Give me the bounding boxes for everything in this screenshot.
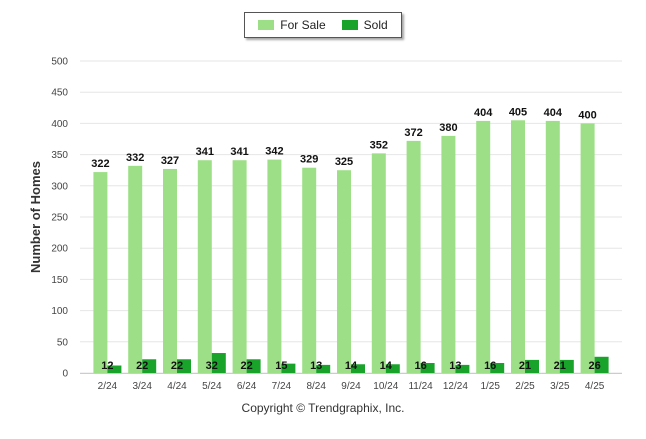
data-label-for-sale: 341 (196, 146, 214, 158)
x-tick-label: 7/24 (272, 381, 292, 392)
bar-sold (177, 359, 191, 373)
x-tick-label: 11/24 (408, 381, 433, 392)
data-label-sold: 13 (310, 360, 322, 372)
bar-for-sale (267, 159, 282, 373)
legend-swatch-sold (341, 20, 358, 30)
y-axis-title: Number of Homes (28, 161, 43, 273)
data-label-for-sale: 329 (300, 154, 318, 166)
y-tick-label: 500 (51, 57, 68, 68)
y-tick-label: 150 (51, 275, 68, 286)
data-label-for-sale: 332 (126, 152, 144, 164)
bar-for-sale (337, 170, 351, 373)
y-tick-label: 250 (51, 213, 68, 224)
x-tick-label: 1/25 (480, 381, 500, 392)
bar-sold (420, 363, 435, 373)
data-label-sold: 12 (101, 360, 113, 372)
x-tick-label: 10/24 (373, 381, 398, 392)
bar-sold (107, 365, 122, 373)
bar-sold (211, 353, 226, 373)
bar-sold (525, 359, 539, 373)
x-tick-label: 12/24 (443, 381, 468, 392)
data-label-sold: 13 (449, 360, 461, 372)
data-label-sold: 16 (414, 360, 426, 372)
data-label-sold: 22 (171, 360, 183, 372)
data-label-sold: 14 (345, 360, 358, 372)
data-label-sold: 21 (554, 360, 566, 372)
bar-sold (455, 364, 470, 373)
bar-sold (490, 363, 505, 373)
data-label-for-sale: 342 (265, 146, 283, 158)
data-label-for-sale: 372 (404, 127, 422, 139)
bar-for-sale (371, 153, 386, 373)
data-label-sold: 22 (240, 360, 252, 372)
y-tick-label: 300 (51, 181, 68, 192)
bar-for-sale (476, 120, 491, 374)
bar-sold (246, 359, 261, 373)
x-tick-label: 3/25 (550, 381, 570, 392)
x-tick-label: 2/25 (515, 381, 535, 392)
bar-for-sale (545, 120, 560, 374)
data-label-for-sale: 352 (370, 139, 388, 151)
data-label-sold: 32 (206, 360, 218, 372)
data-label-for-sale: 327 (161, 155, 179, 167)
bar-for-sale (441, 135, 456, 373)
y-tick-label: 100 (51, 306, 68, 317)
bar-for-sale (93, 172, 108, 373)
y-tick-label: 350 (51, 150, 68, 161)
data-label-for-sale: 404 (474, 107, 493, 119)
x-tick-label: 6/24 (237, 381, 257, 392)
data-label-for-sale: 325 (335, 156, 353, 168)
bar-sold (559, 359, 574, 373)
legend-label-for-sale: For Sale (280, 18, 326, 32)
bar-for-sale (197, 160, 212, 373)
y-tick-label: 200 (51, 244, 68, 255)
data-label-for-sale: 380 (439, 122, 457, 134)
copyright-text: Copyright © Trendgraphix, Inc. (241, 401, 405, 415)
data-label-sold: 15 (275, 360, 287, 372)
legend-swatch-for-sale (258, 20, 275, 30)
y-tick-label: 400 (51, 119, 68, 130)
data-label-sold: 14 (380, 360, 393, 372)
bar-for-sale (163, 168, 177, 373)
legend-item-for-sale: For Sale (258, 18, 326, 32)
y-tick-label: 450 (51, 88, 68, 99)
x-tick-label: 9/24 (341, 381, 361, 392)
data-label-sold: 21 (519, 360, 531, 372)
bar-sold (281, 363, 296, 373)
data-label-for-sale: 404 (544, 107, 563, 119)
bar-sold (385, 364, 400, 373)
bar-for-sale (232, 160, 247, 373)
data-label-for-sale: 405 (509, 106, 527, 118)
data-label-for-sale: 322 (91, 158, 109, 170)
y-tick-label: 50 (57, 337, 69, 348)
y-tick-label: 0 (62, 369, 68, 380)
x-tick-label: 2/24 (98, 381, 118, 392)
data-label-sold: 16 (484, 360, 496, 372)
x-tick-label: 3/24 (132, 381, 152, 392)
bar-for-sale (302, 167, 317, 373)
bar-sold (594, 356, 609, 373)
bar-for-sale (128, 165, 143, 373)
legend-label-sold: Sold (363, 18, 388, 32)
bar-sold (316, 364, 331, 373)
x-tick-label: 4/25 (585, 381, 605, 392)
bar-for-sale (511, 120, 525, 373)
legend: For Sale Sold (244, 12, 402, 38)
bar-sold (142, 359, 157, 373)
x-tick-label: 4/24 (167, 381, 187, 392)
data-label-sold: 22 (136, 360, 148, 372)
x-tick-label: 5/24 (202, 381, 222, 392)
data-label-sold: 26 (588, 360, 600, 372)
data-label-for-sale: 400 (578, 109, 596, 121)
bar-for-sale (406, 140, 421, 373)
bar-for-sale (580, 123, 595, 374)
legend-item-sold: Sold (341, 18, 388, 32)
x-tick-label: 8/24 (306, 381, 326, 392)
data-label-for-sale: 341 (230, 146, 248, 158)
bar-sold (351, 364, 365, 373)
